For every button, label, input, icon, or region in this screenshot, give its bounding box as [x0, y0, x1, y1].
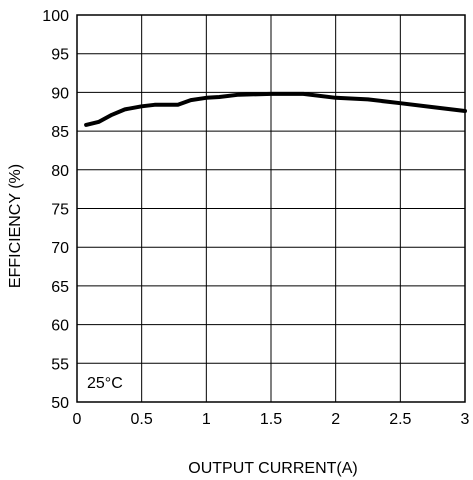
- x-tick-label: 2: [331, 411, 340, 428]
- plot-frame: [76, 14, 466, 403]
- y-tick-label: 75: [51, 202, 69, 219]
- y-tick-label: 65: [51, 279, 69, 296]
- x-tick-label: 0: [73, 411, 82, 428]
- x-tick-label: 0.5: [131, 411, 153, 428]
- y-tick-label: 85: [51, 124, 69, 141]
- grid-lines: [77, 15, 465, 402]
- y-axis-label: EFFICIENCY (%): [7, 164, 24, 288]
- x-axis-label: OUTPUT CURRENT(A): [188, 460, 357, 477]
- y-tick-label: 60: [51, 318, 69, 335]
- series-lines: [84, 91, 467, 127]
- y-tick-label: 100: [42, 8, 69, 25]
- y-tick-label: 90: [51, 85, 69, 102]
- x-tick-label: 3: [461, 411, 470, 428]
- y-tick-label: 50: [51, 395, 69, 412]
- x-tick-label: 2.5: [389, 411, 411, 428]
- efficiency-series-line: [84, 91, 467, 127]
- y-tick-label: 95: [51, 47, 69, 64]
- x-tick-label: 1.5: [260, 411, 282, 428]
- y-tick-label: 70: [51, 240, 69, 257]
- temperature-annotation: 25°C: [87, 375, 123, 392]
- tick-labels: 0 0.5 1 1.5 2 2.5 3 50 55 60 65 70 75 80 85 90 95 100: [42, 8, 469, 428]
- y-tick-label: 80: [51, 163, 69, 180]
- y-tick-label: 55: [51, 356, 69, 373]
- x-tick-label: 1: [202, 411, 211, 428]
